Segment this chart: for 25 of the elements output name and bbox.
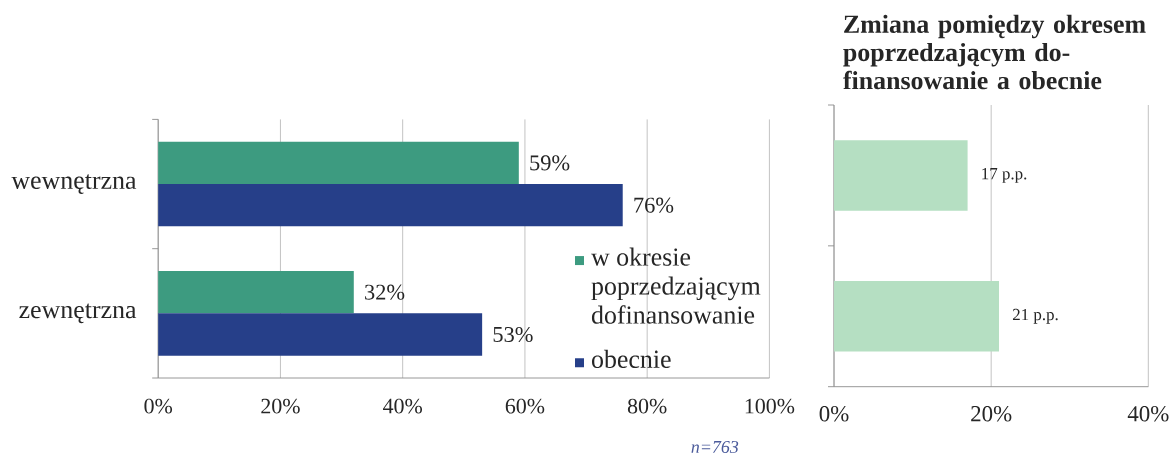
data-label: 59% xyxy=(530,155,570,171)
data-label: 32% xyxy=(365,284,405,300)
x-tick-label: 80% xyxy=(627,398,667,414)
data-label: 21 p.p. xyxy=(1012,308,1058,324)
bar xyxy=(158,313,483,356)
x-tick-label: 20% xyxy=(971,405,1012,422)
y-tick-label: wewnętrzna xyxy=(11,174,137,194)
x-tick-label: 100% xyxy=(745,398,795,414)
x-tick-label: 0% xyxy=(144,398,173,414)
bar xyxy=(158,184,623,227)
data-label: 17 p.p. xyxy=(982,168,1027,183)
x-tick-label: 0% xyxy=(819,405,849,422)
x-tick-label: 60% xyxy=(505,398,545,414)
chart-title: Zmiana pomiędzy okresem poprzedzającym do-finansowanie a obecnie xyxy=(843,14,1146,90)
bar xyxy=(158,271,354,314)
legend-label: obecnie xyxy=(592,349,671,368)
x-tick-label: 40% xyxy=(383,398,423,414)
x-tick-label: 40% xyxy=(1127,405,1169,422)
y-tick-label: zewnętrzna xyxy=(19,303,137,324)
x-tick-label: 20% xyxy=(261,398,300,414)
legend-label: w okresie poprzedzającym dofinansowanie xyxy=(591,247,761,324)
data-label: 76% xyxy=(634,197,674,213)
bar xyxy=(158,141,519,185)
data-label: 53% xyxy=(493,326,533,343)
text: n=763 xyxy=(691,440,739,454)
